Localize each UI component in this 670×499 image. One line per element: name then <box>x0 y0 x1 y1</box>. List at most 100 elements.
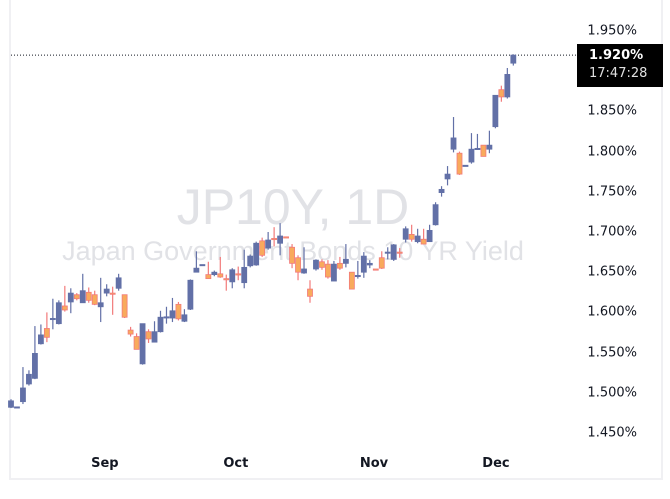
candle-up[interactable] <box>504 67 511 99</box>
candle-down[interactable] <box>319 259 325 270</box>
candle-up[interactable] <box>510 54 517 66</box>
candle-up[interactable] <box>354 260 361 279</box>
candle-down[interactable] <box>420 228 427 245</box>
candle-up[interactable] <box>474 133 481 150</box>
candle-down[interactable] <box>223 274 230 291</box>
candle-up[interactable] <box>26 370 32 386</box>
candle-up[interactable] <box>366 260 373 269</box>
candle-up[interactable] <box>450 117 457 153</box>
candle-down[interactable] <box>205 261 212 280</box>
candle-body <box>474 147 481 150</box>
candle-down[interactable] <box>289 244 295 269</box>
candle-up[interactable] <box>169 297 176 323</box>
price-tick-label: 1.850% <box>587 103 637 119</box>
candle-down[interactable] <box>145 329 152 343</box>
candle-up[interactable] <box>432 202 439 226</box>
candle-up[interactable] <box>163 306 170 324</box>
candle-up[interactable] <box>139 323 146 365</box>
candle-down[interactable] <box>348 271 355 290</box>
candle-up[interactable] <box>115 273 122 291</box>
candle-up[interactable] <box>14 406 20 409</box>
candle-up[interactable] <box>241 249 248 289</box>
candle-down[interactable] <box>408 224 415 242</box>
candle-down[interactable] <box>372 268 379 271</box>
candle-up[interactable] <box>49 298 56 330</box>
candle-up[interactable] <box>390 244 397 261</box>
candle-down[interactable] <box>91 290 98 306</box>
candle-up[interactable] <box>20 367 26 405</box>
candle-down[interactable] <box>480 144 487 157</box>
candle-up[interactable] <box>277 223 284 256</box>
candle-up[interactable] <box>313 259 319 271</box>
candle-down[interactable] <box>307 280 313 303</box>
candle-down[interactable] <box>43 312 50 343</box>
candle-up[interactable] <box>468 133 475 164</box>
candle-down[interactable] <box>396 248 403 258</box>
candle-down[interactable] <box>127 326 134 337</box>
candle-up[interactable] <box>384 247 391 260</box>
candle-up[interactable] <box>438 186 445 197</box>
candle-up[interactable] <box>247 254 254 268</box>
last-price-value: 1.920% <box>589 48 644 63</box>
candle-up[interactable] <box>229 268 236 289</box>
candle-up[interactable] <box>79 273 86 304</box>
price-tick-label: 1.600% <box>587 304 637 320</box>
candle-up[interactable] <box>157 310 164 333</box>
candle-up[interactable] <box>103 284 110 297</box>
candle-up[interactable] <box>331 260 337 282</box>
candle-down[interactable] <box>295 255 301 281</box>
candle-down[interactable] <box>217 256 224 278</box>
candle-body <box>85 291 92 301</box>
candle-up[interactable] <box>265 232 272 250</box>
candle-up[interactable] <box>8 399 14 409</box>
candle-body <box>211 271 218 276</box>
candle-up[interactable] <box>253 241 260 266</box>
candle-down[interactable] <box>259 237 266 257</box>
candle-up[interactable] <box>301 247 307 274</box>
candle-down[interactable] <box>175 301 182 321</box>
candle-body <box>187 279 194 310</box>
candle-up[interactable] <box>211 270 218 277</box>
candle-up[interactable] <box>486 130 493 154</box>
price-tick-label: 1.450% <box>587 425 637 441</box>
candle-down[interactable] <box>498 85 505 102</box>
candle-down[interactable] <box>121 294 128 319</box>
candle-up[interactable] <box>32 326 38 380</box>
candle-down[interactable] <box>235 266 242 281</box>
candle-up[interactable] <box>55 300 62 325</box>
candle-body <box>109 292 116 295</box>
candle-up[interactable] <box>426 224 433 243</box>
candle-body <box>121 294 128 318</box>
candle-up[interactable] <box>187 279 194 310</box>
candle-down[interactable] <box>73 293 80 301</box>
candle-down[interactable] <box>325 260 331 279</box>
candle-down[interactable] <box>61 285 68 312</box>
candle-down[interactable] <box>336 256 343 270</box>
candle-up[interactable] <box>462 164 469 167</box>
candle-up[interactable] <box>199 264 206 267</box>
candle-up[interactable] <box>38 324 44 345</box>
candle-up[interactable] <box>97 277 104 323</box>
candle-down[interactable] <box>109 286 116 315</box>
candle-up[interactable] <box>414 228 421 244</box>
candle-body <box>510 54 517 64</box>
candle-body <box>217 273 224 278</box>
candle-up[interactable] <box>181 309 188 323</box>
candle-down[interactable] <box>271 227 278 247</box>
candle-down[interactable] <box>85 287 92 303</box>
watermark-symbol: JP10Y, 1D <box>176 179 410 235</box>
candle-up[interactable] <box>193 251 200 273</box>
candle-up[interactable] <box>444 166 451 186</box>
candle-up[interactable] <box>360 252 367 278</box>
candle-down[interactable] <box>283 236 289 239</box>
candle-body <box>468 148 475 163</box>
candle-up[interactable] <box>342 244 349 268</box>
candle-up[interactable] <box>492 94 499 129</box>
candle-down[interactable] <box>378 251 385 269</box>
candle-up[interactable] <box>402 226 409 243</box>
candle-up[interactable] <box>151 321 158 343</box>
candle-down[interactable] <box>456 151 463 175</box>
candle-down[interactable] <box>133 333 140 350</box>
candle-up[interactable] <box>67 288 74 314</box>
